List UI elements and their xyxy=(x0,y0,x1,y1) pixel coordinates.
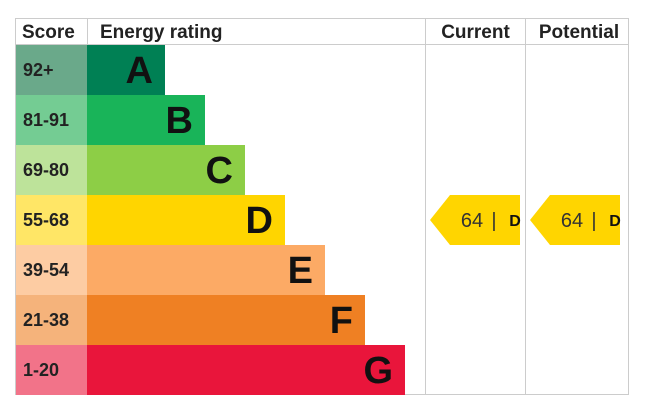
band-letter-f: F xyxy=(330,300,353,342)
score-label-g: 1-20 xyxy=(23,360,59,380)
current-indicator-arrow xyxy=(430,195,520,245)
header-potential: Potential xyxy=(539,22,619,43)
score-cell-g xyxy=(16,345,87,395)
current-indicator-value: 64 xyxy=(461,210,483,232)
potential-indicator-band: D xyxy=(609,213,621,230)
score-cell-e xyxy=(16,245,87,295)
band-letter-g: G xyxy=(363,350,393,392)
potential-indicator-separator: | xyxy=(591,210,596,232)
header-score: Score xyxy=(22,22,75,43)
score-cell-a xyxy=(16,45,87,95)
band-bar-e xyxy=(87,245,325,295)
current-indicator-band: D xyxy=(509,213,521,230)
band-bar-b xyxy=(87,95,205,145)
band-bar-g xyxy=(87,345,405,395)
potential-indicator-arrow xyxy=(530,195,620,245)
band-bar-a xyxy=(87,45,165,95)
score-cell-c xyxy=(16,145,87,195)
score-cell-f xyxy=(16,295,87,345)
score-label-c: 69-80 xyxy=(23,160,69,180)
current-indicator-separator: | xyxy=(491,210,496,232)
header-current: Current xyxy=(441,22,510,43)
rating-bands: 92+ A 81-91 B 69-80 C 55-68 D 39-54 E 21-38 F 1-20 G xyxy=(16,45,405,395)
score-label-a: 92+ xyxy=(23,60,54,80)
band-bar-f xyxy=(87,295,365,345)
score-label-d: 55-68 xyxy=(23,210,69,230)
band-bar-d xyxy=(87,195,285,245)
band-letter-a: A xyxy=(126,50,153,92)
rating-indicators: 64 | D 64 | D xyxy=(430,195,621,245)
score-label-e: 39-54 xyxy=(23,260,69,280)
band-letter-c: C xyxy=(206,150,233,192)
score-label-f: 21-38 xyxy=(23,310,69,330)
band-letter-e: E xyxy=(288,250,313,292)
potential-indicator-value: 64 xyxy=(561,210,583,232)
header-energy-rating: Energy rating xyxy=(100,22,222,43)
band-letter-d: D xyxy=(246,200,273,242)
score-cell-d xyxy=(16,195,87,245)
band-bar-c xyxy=(87,145,245,195)
score-label-b: 81-91 xyxy=(23,110,69,130)
band-letter-b: B xyxy=(166,100,193,142)
score-cell-b xyxy=(16,95,87,145)
